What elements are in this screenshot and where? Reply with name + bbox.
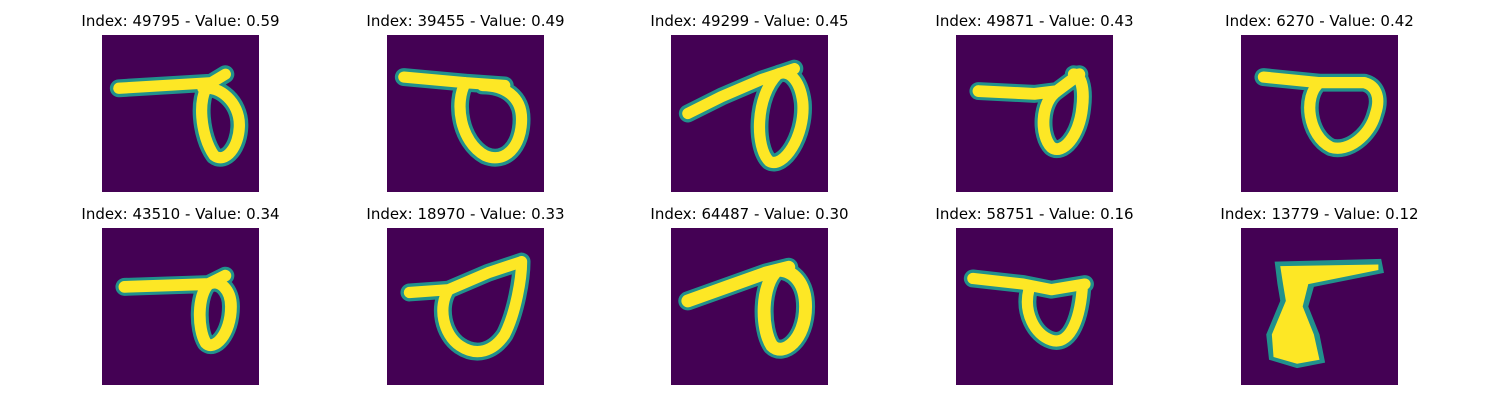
subplot-title: Index: 49871 - Value: 0.43 <box>935 12 1134 30</box>
digit-image <box>671 228 828 385</box>
subplot-title: Index: 39455 - Value: 0.49 <box>366 12 565 30</box>
subplot-2: Index: 39455 - Value: 0.49 <box>323 10 608 195</box>
subplot-8: Index: 64487 - Value: 0.30 <box>607 203 892 388</box>
digit-image <box>387 228 544 385</box>
digit-image <box>1241 228 1398 385</box>
subplot-title: Index: 13779 - Value: 0.12 <box>1220 205 1419 223</box>
subplot-5: Index: 6270 - Value: 0.42 <box>1177 10 1462 195</box>
digit-image <box>1241 35 1398 192</box>
subplot-6: Index: 43510 - Value: 0.34 <box>38 203 323 388</box>
subplot-10: Index: 13779 - Value: 0.12 <box>1177 203 1462 388</box>
digit-image <box>956 228 1113 385</box>
subplot-title: Index: 64487 - Value: 0.30 <box>650 205 849 223</box>
subplot-1: Index: 49795 - Value: 0.59 <box>38 10 323 195</box>
subplot-title: Index: 49795 - Value: 0.59 <box>81 12 280 30</box>
digit-image <box>387 35 544 192</box>
subplot-title: Index: 6270 - Value: 0.42 <box>1225 12 1414 30</box>
subplot-9: Index: 58751 - Value: 0.16 <box>892 203 1177 388</box>
subplot-title: Index: 43510 - Value: 0.34 <box>81 205 280 223</box>
digit-image <box>671 35 828 192</box>
digit-image <box>102 228 259 385</box>
digit-image <box>956 35 1113 192</box>
digit-image <box>102 35 259 192</box>
subplot-title: Index: 18970 - Value: 0.33 <box>366 205 565 223</box>
subplot-title: Index: 49299 - Value: 0.45 <box>650 12 849 30</box>
subplot-7: Index: 18970 - Value: 0.33 <box>323 203 608 388</box>
subplot-3: Index: 49299 - Value: 0.45 <box>607 10 892 195</box>
subplot-4: Index: 49871 - Value: 0.43 <box>892 10 1177 195</box>
subplot-title: Index: 58751 - Value: 0.16 <box>935 205 1134 223</box>
